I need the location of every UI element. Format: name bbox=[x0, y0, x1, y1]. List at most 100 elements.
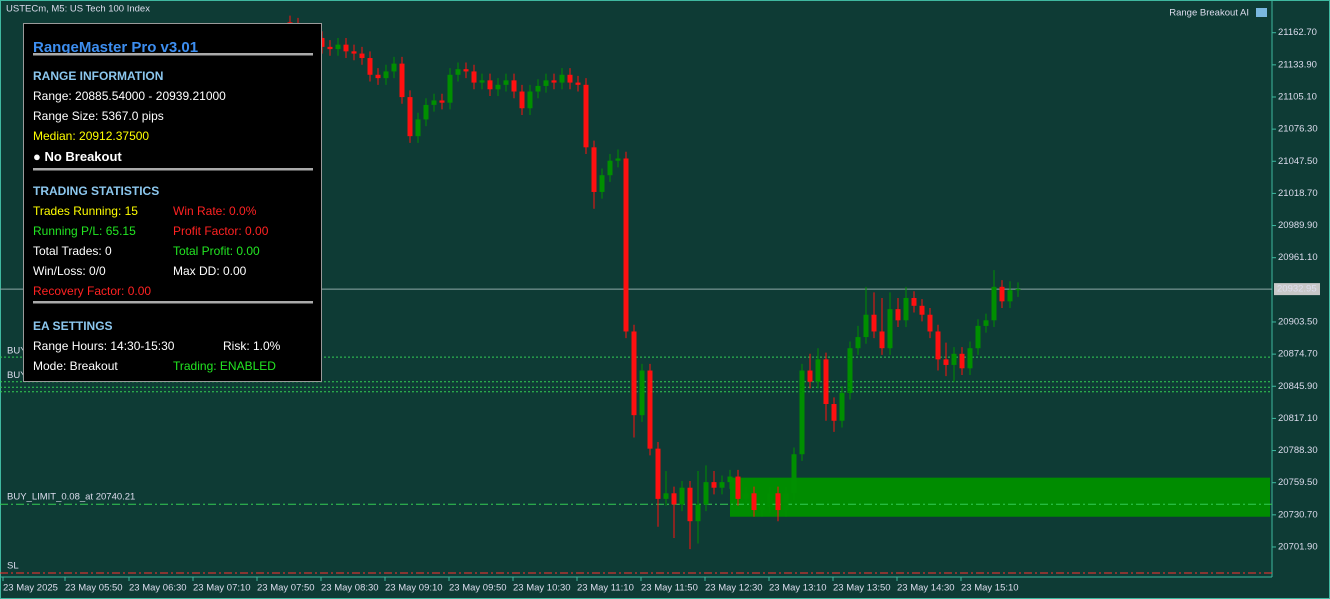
x-tick-label: 23 May 2025 bbox=[3, 583, 58, 594]
candle-body bbox=[383, 71, 389, 79]
candle-body bbox=[759, 506, 765, 511]
x-tick-label: 23 May 08:30 bbox=[321, 583, 379, 594]
stat: Trades Running: 15 bbox=[33, 204, 138, 218]
indicator-icon bbox=[1256, 8, 1267, 17]
x-tick-label: 23 May 06:30 bbox=[129, 583, 187, 594]
y-tick-label: 20961.10 bbox=[1278, 252, 1318, 263]
x-tick-label: 23 May 07:10 bbox=[193, 583, 251, 594]
candle-body bbox=[751, 493, 757, 511]
candle-body bbox=[479, 80, 485, 83]
candle-body bbox=[727, 476, 733, 483]
candle-body bbox=[399, 63, 405, 98]
x-tick-label: 23 May 09:10 bbox=[385, 583, 443, 594]
candle-body bbox=[431, 100, 437, 105]
candle-body bbox=[879, 331, 885, 349]
candle-body bbox=[447, 74, 453, 103]
candle-body bbox=[887, 309, 893, 349]
candle-body bbox=[895, 309, 901, 321]
stat: Win/Loss: 0/0 bbox=[33, 264, 106, 278]
candle-body bbox=[967, 348, 973, 369]
candle-body bbox=[559, 74, 565, 83]
candle-body bbox=[487, 80, 493, 90]
entry-zone bbox=[730, 477, 1270, 517]
candle-body bbox=[1007, 290, 1013, 302]
stat: Max DD: 0.00 bbox=[173, 264, 247, 278]
candle-body bbox=[463, 69, 469, 72]
candle-body bbox=[351, 51, 357, 54]
candle-body bbox=[743, 493, 749, 499]
y-tick-label: 20759.50 bbox=[1278, 477, 1318, 488]
candle-body bbox=[503, 80, 509, 85]
y-tick-label: 20701.90 bbox=[1278, 541, 1318, 552]
x-tick-label: 23 May 13:10 bbox=[769, 583, 827, 594]
candle-body bbox=[695, 504, 701, 522]
x-tick-label: 23 May 10:30 bbox=[513, 583, 571, 594]
candle-body bbox=[527, 91, 533, 109]
x-tick-label: 23 May 07:50 bbox=[257, 583, 315, 594]
candle-body bbox=[687, 487, 693, 522]
candle-body bbox=[767, 493, 773, 507]
candle-body bbox=[663, 493, 669, 499]
candle-body bbox=[543, 80, 549, 86]
level-label: BUY bbox=[7, 370, 27, 381]
candle-body bbox=[375, 74, 381, 79]
candle-body bbox=[919, 305, 925, 315]
candle-body bbox=[871, 314, 877, 332]
candle-body bbox=[623, 158, 629, 332]
candle-body bbox=[511, 80, 517, 92]
y-tick-label: 20730.70 bbox=[1278, 509, 1318, 520]
candle-body bbox=[647, 370, 653, 449]
y-tick-label: 21162.70 bbox=[1278, 27, 1317, 38]
y-tick-label: 21133.90 bbox=[1278, 59, 1317, 70]
candle-body bbox=[711, 482, 717, 488]
setting: Range Hours: 14:30-15:30 bbox=[33, 339, 175, 353]
candle-body bbox=[327, 46, 333, 50]
x-tick-label: 23 May 11:50 bbox=[641, 583, 698, 594]
price-tag-label: 20932.95 bbox=[1277, 284, 1317, 295]
median: Median: 20912.37500 bbox=[33, 129, 150, 143]
setting: Risk: 1.0% bbox=[223, 339, 281, 353]
candle-body bbox=[951, 353, 957, 365]
candle-body bbox=[567, 74, 573, 83]
candle-body bbox=[495, 84, 501, 90]
candle-body bbox=[823, 359, 829, 405]
separator bbox=[33, 301, 313, 304]
y-tick-label: 21076.30 bbox=[1278, 124, 1318, 135]
candle-body bbox=[343, 44, 349, 52]
candle-body bbox=[999, 286, 1005, 302]
candle-body bbox=[423, 104, 429, 120]
candle-body bbox=[791, 454, 797, 494]
symbol-label: USTECm, M5: US Tech 100 Index bbox=[6, 4, 150, 15]
y-tick-label: 20817.10 bbox=[1278, 413, 1318, 424]
candle-body bbox=[815, 359, 821, 382]
candle-body bbox=[799, 370, 805, 455]
candle-body bbox=[847, 348, 853, 393]
x-tick-label: 23 May 12:30 bbox=[705, 583, 763, 594]
candle-body bbox=[903, 297, 909, 321]
range-size: Range Size: 5367.0 pips bbox=[33, 109, 164, 123]
candle-body bbox=[679, 487, 685, 505]
candle-body bbox=[519, 91, 525, 109]
price-tag bbox=[1274, 283, 1320, 296]
candle-body bbox=[591, 147, 597, 192]
candle-body bbox=[831, 404, 837, 421]
candle-body bbox=[319, 37, 325, 47]
panel-title: RangeMaster Pro v3.01 bbox=[33, 39, 199, 56]
x-tick-label: 23 May 11:10 bbox=[577, 583, 634, 594]
candle-body bbox=[359, 53, 365, 59]
info-panel: RangeMaster Pro v3.01 RANGE INFORMATION … bbox=[23, 23, 322, 382]
y-tick-label: 21018.70 bbox=[1278, 188, 1318, 199]
candle-body bbox=[911, 297, 917, 306]
candle-body bbox=[471, 71, 477, 83]
candle-body bbox=[407, 97, 413, 137]
y-tick-label: 20989.90 bbox=[1278, 220, 1318, 231]
candle-body bbox=[927, 314, 933, 332]
x-tick-label: 23 May 15:10 bbox=[961, 583, 1019, 594]
section-heading: RANGE INFORMATION bbox=[33, 69, 164, 83]
candle-body bbox=[607, 160, 613, 176]
candle-body bbox=[655, 448, 661, 499]
y-tick-label: 21047.50 bbox=[1278, 156, 1318, 167]
candle-body bbox=[975, 325, 981, 349]
y-tick-label: 21105.10 bbox=[1278, 92, 1317, 103]
